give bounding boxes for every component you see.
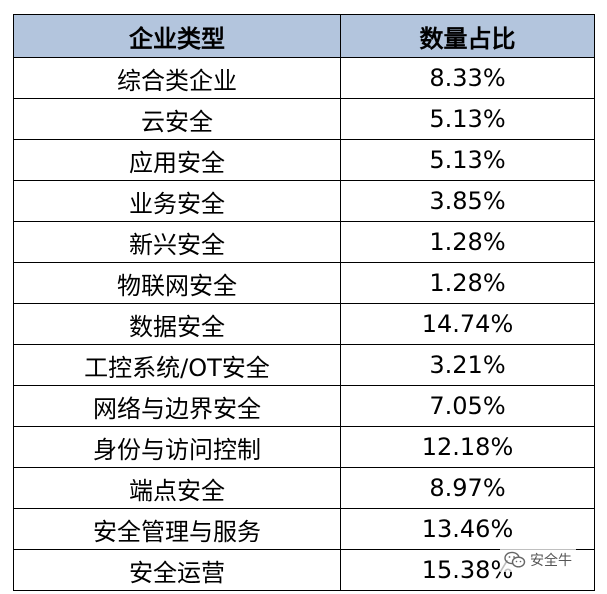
table-row: 网络与边界安全 7.05% (13, 385, 595, 427)
table-row: 物联网安全 1.28% (13, 262, 595, 304)
watermark: 安全牛 (500, 548, 576, 572)
share-cell: 1.28% (340, 221, 595, 263)
table-row: 工控系统/OT安全 3.21% (13, 344, 595, 386)
table-row: 数据安全 14.74% (13, 303, 595, 345)
table-row: 新兴安全 1.28% (13, 221, 595, 263)
table-row: 综合类企业 8.33% (13, 57, 595, 99)
enterprise-type-cell: 应用安全 (13, 139, 341, 181)
enterprise-type-cell: 安全管理与服务 (13, 508, 341, 550)
share-cell: 8.33% (340, 57, 595, 99)
enterprise-type-cell: 业务安全 (13, 180, 341, 222)
enterprise-type-cell: 综合类企业 (13, 57, 341, 99)
header-enterprise-type: 企业类型 (13, 14, 341, 58)
table-row: 应用安全 5.13% (13, 139, 595, 181)
enterprise-type-share-table: 企业类型 数量占比 综合类企业 8.33% 云安全 5.13% 应用安全 5.1… (13, 14, 595, 591)
wechat-icon (504, 551, 526, 569)
table-row: 身份与访问控制 12.18% (13, 426, 595, 468)
table-header-row: 企业类型 数量占比 (13, 14, 595, 58)
share-cell: 5.13% (340, 139, 595, 181)
enterprise-type-cell: 新兴安全 (13, 221, 341, 263)
share-cell: 12.18% (340, 426, 595, 468)
share-cell: 13.46% (340, 508, 595, 550)
enterprise-type-cell: 端点安全 (13, 467, 341, 509)
share-cell: 1.28% (340, 262, 595, 304)
share-cell: 3.85% (340, 180, 595, 222)
header-share: 数量占比 (340, 14, 595, 58)
share-cell: 5.13% (340, 98, 595, 140)
table-row: 业务安全 3.85% (13, 180, 595, 222)
enterprise-type-cell: 工控系统/OT安全 (13, 344, 341, 386)
table-row: 端点安全 8.97% (13, 467, 595, 509)
watermark-text: 安全牛 (530, 553, 572, 569)
enterprise-type-cell: 身份与访问控制 (13, 426, 341, 468)
enterprise-type-cell: 安全运营 (13, 549, 341, 591)
share-cell: 7.05% (340, 385, 595, 427)
enterprise-type-cell: 物联网安全 (13, 262, 341, 304)
share-cell: 3.21% (340, 344, 595, 386)
enterprise-type-cell: 网络与边界安全 (13, 385, 341, 427)
table-row: 云安全 5.13% (13, 98, 595, 140)
enterprise-type-cell: 数据安全 (13, 303, 341, 345)
data-table-container: 企业类型 数量占比 综合类企业 8.33% 云安全 5.13% 应用安全 5.1… (13, 14, 595, 591)
share-cell: 14.74% (340, 303, 595, 345)
enterprise-type-cell: 云安全 (13, 98, 341, 140)
share-cell: 8.97% (340, 467, 595, 509)
table-row: 安全管理与服务 13.46% (13, 508, 595, 550)
